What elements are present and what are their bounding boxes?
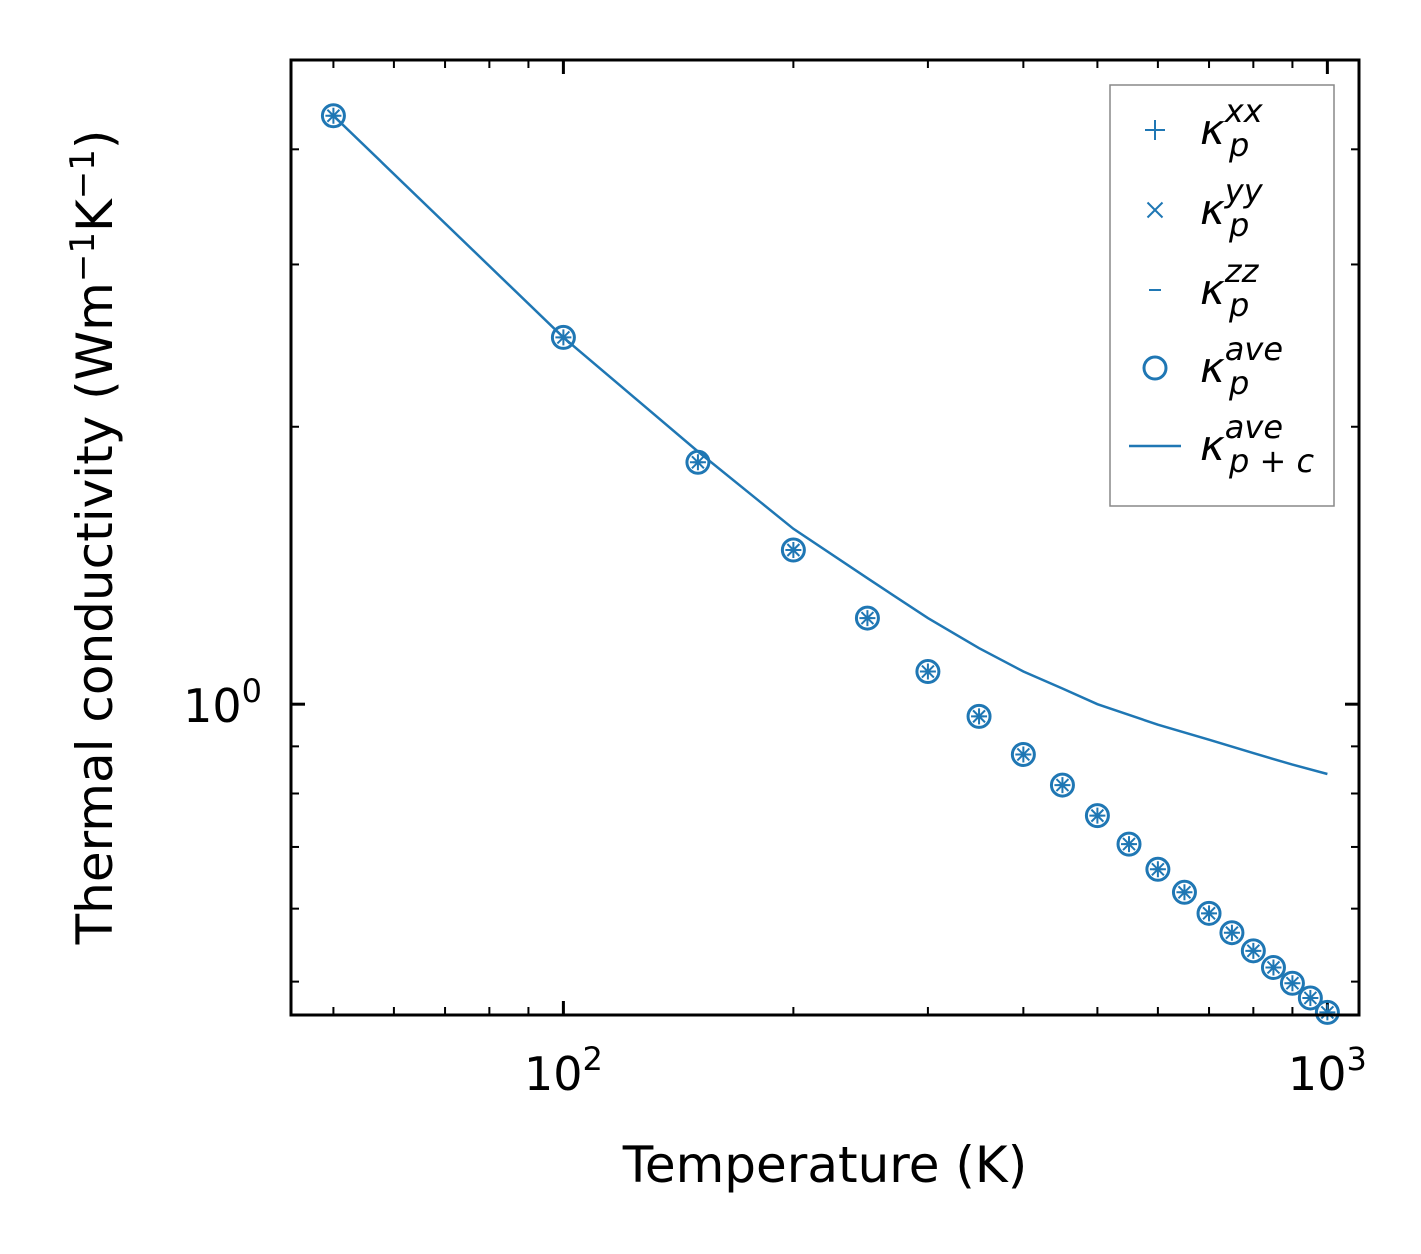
legend-label: κzz p — [1200, 252, 1260, 324]
legend-box — [1109, 84, 1335, 507]
series-line — [332, 114, 1328, 776]
legend-item: κave p + c — [1129, 408, 1314, 480]
tick-labels: 102 103 100 — [183, 672, 1367, 1101]
marker-circle — [1297, 985, 1323, 1011]
marker-circle — [854, 605, 880, 631]
marker-circle — [1260, 954, 1286, 980]
y-axis-label-end: ) — [66, 130, 124, 150]
legend-item: κxx p — [1145, 92, 1264, 164]
y-axis-label: Thermal conductivity (Wm−1K−1) — [63, 130, 124, 946]
marker-circle — [1084, 803, 1110, 829]
legend-label: κyy p — [1200, 172, 1264, 244]
y-axis-label-mid: K — [66, 198, 124, 232]
marker-circle — [1145, 856, 1171, 882]
marker-circle — [1314, 999, 1340, 1025]
marker-circle — [320, 103, 346, 129]
marker-circle — [1219, 920, 1245, 946]
marker-circle — [1049, 772, 1075, 798]
marker-circle — [1240, 938, 1266, 964]
y-tick-label: 100 — [183, 672, 262, 733]
marker-circle — [915, 659, 941, 685]
y-axis-label-exp2: −1 — [63, 149, 103, 199]
plot-frame — [289, 58, 1361, 1017]
y-axis-label-main: Thermal conductivity (Wm — [66, 282, 124, 945]
marker-circle — [1171, 879, 1197, 905]
series-circle — [320, 103, 1340, 1025]
y-axis-label-exp1: −1 — [63, 232, 103, 282]
marker-circle — [966, 703, 992, 729]
marker-plus — [1145, 120, 1165, 140]
marker-x — [1146, 201, 1164, 219]
marker-circle — [1279, 970, 1305, 996]
legend-label: κave p + c — [1200, 408, 1314, 480]
series-line — [332, 114, 1328, 776]
legend-item: κave p — [1142, 330, 1283, 402]
legend-item: κzz p — [1149, 252, 1260, 324]
x-tick-label: 102 — [524, 1040, 603, 1101]
legend-item: κyy p — [1146, 172, 1264, 244]
legend-circle-swatch — [1142, 355, 1168, 381]
marker-circle — [780, 537, 806, 563]
marker-circle — [1010, 741, 1036, 767]
plot-series — [320, 103, 1340, 1025]
legend-label: κave p — [1200, 330, 1283, 402]
legend-label: κxx p — [1200, 92, 1264, 164]
x-axis-label: Temperature (K) — [622, 1136, 1027, 1194]
marker-circle — [1116, 831, 1142, 857]
x-tick-label: 103 — [1288, 1040, 1367, 1101]
marker-circle — [550, 324, 576, 350]
marker-circle — [1196, 900, 1222, 926]
